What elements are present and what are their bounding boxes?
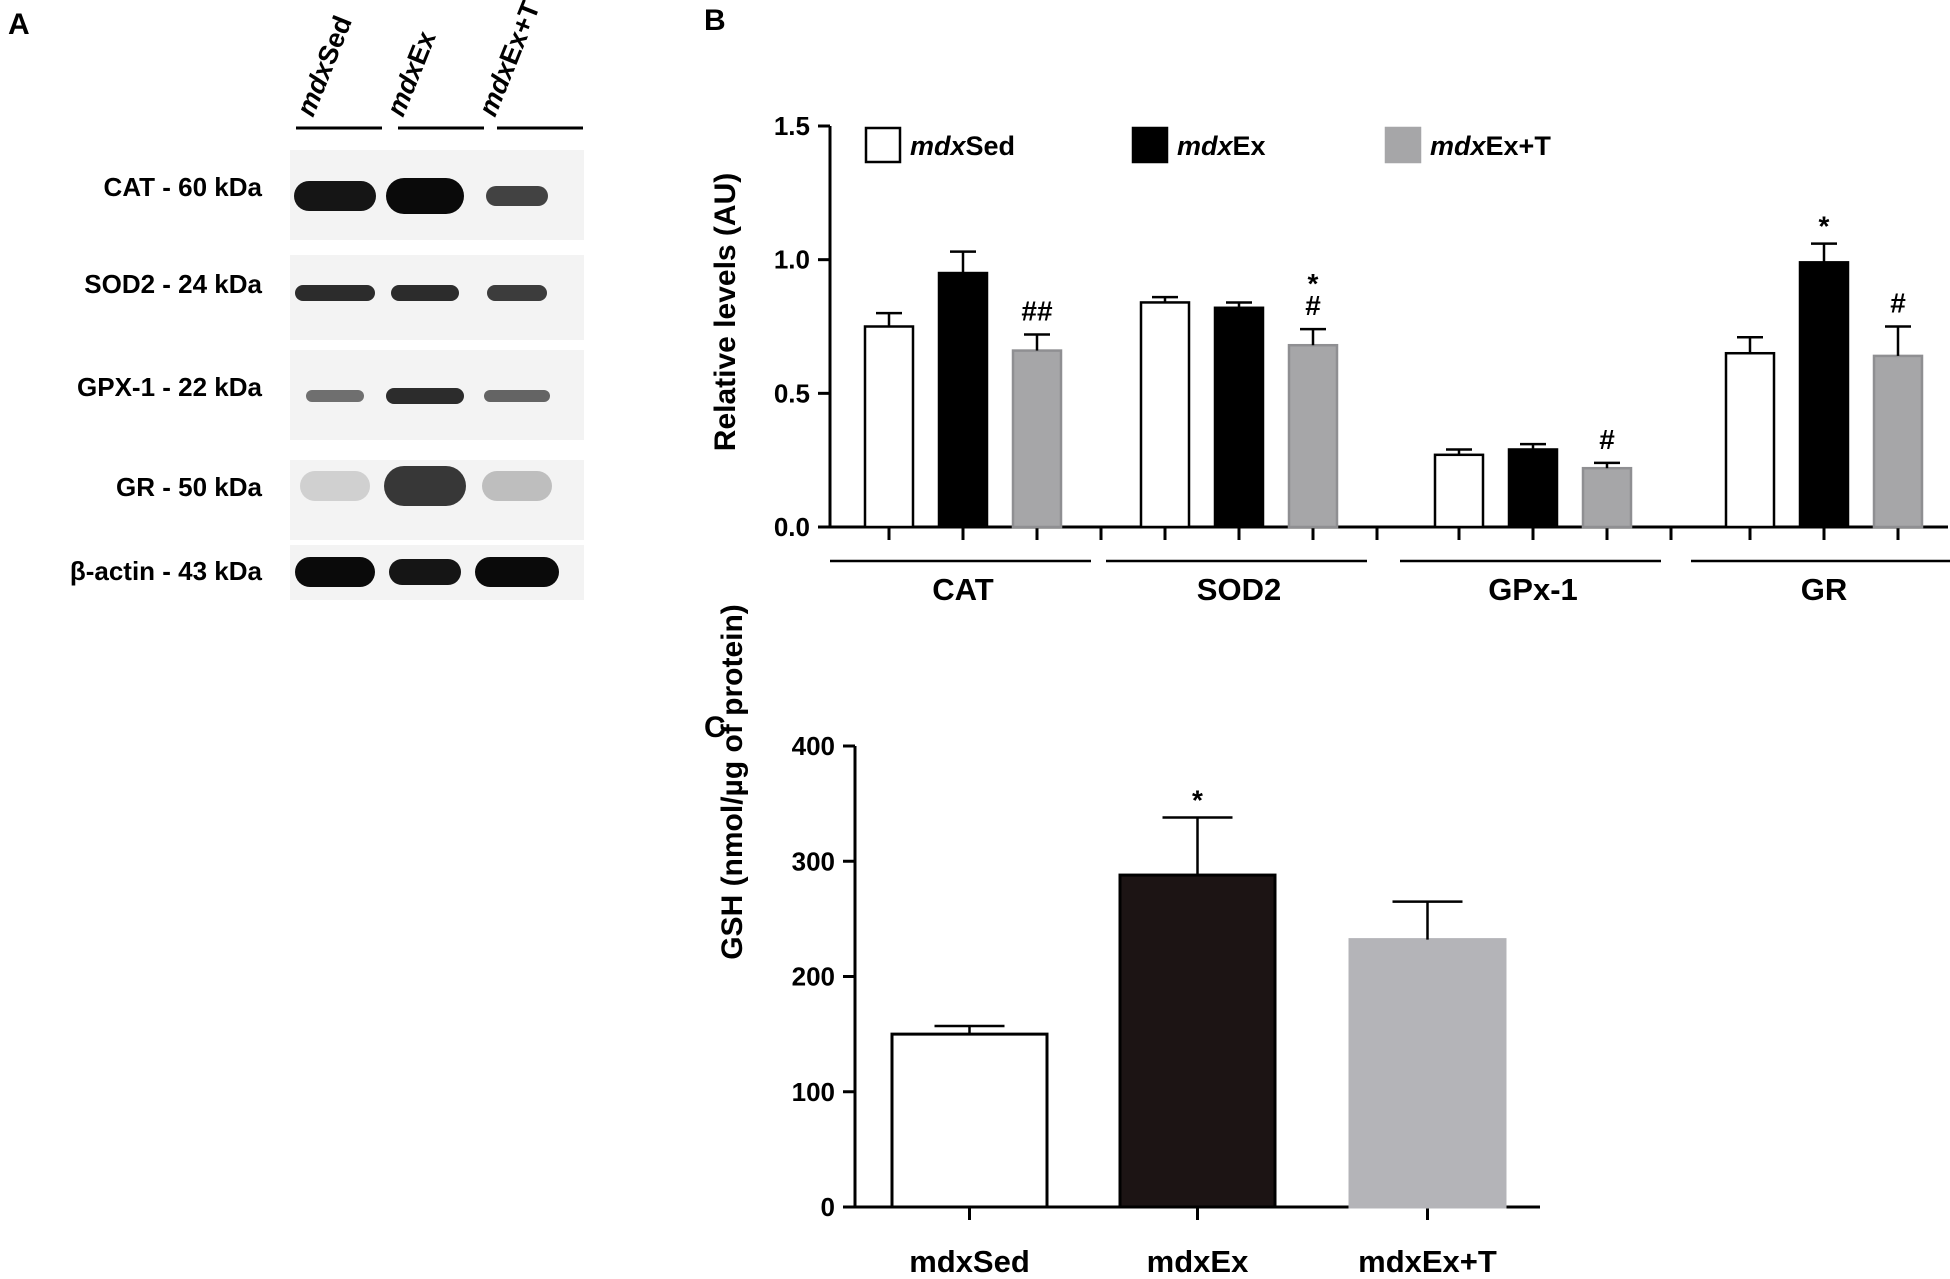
blot-band-r2-c1: [386, 388, 464, 404]
chart-b: Relative levels (AU) 0.00.51.01.5 ## #*#*…: [709, 111, 1950, 607]
lane-label-0: mdxSed: [291, 12, 358, 121]
blot-band-r0-c2: [486, 186, 548, 206]
blot-band-r1-c2: [487, 285, 547, 301]
chart-b-legend-label-0-plain-part: Sed: [966, 131, 1016, 161]
chart-c-bar-mdxSed: [890, 1032, 1049, 1209]
chart-b-annotation-GR-mdxEx-0: *: [1819, 211, 1830, 242]
chart-b-legend-label-2-italic-part: mdx: [1430, 131, 1487, 161]
chart-c-y-tick-label-1: 100: [792, 1077, 835, 1107]
chart-b-y-axis-label: Relative levels (AU): [709, 173, 742, 451]
panel-label-b: B: [704, 4, 726, 37]
lane-label-2-plain-part: Ex+T: [494, 0, 546, 69]
blot-band-r1-c0: [295, 285, 375, 301]
chart-b-legend-swatch-2: [1384, 126, 1422, 164]
chart-b-y-tick-label-0: 0.0: [774, 512, 810, 542]
chart-b-bar-CAT-mdxEx+T: [1011, 349, 1063, 529]
blot-band-r3-c0: [300, 471, 370, 501]
chart-b-legend-label-2: mdxEx+T: [1430, 131, 1551, 161]
chart-b-annotation-GPx-1-mdxEx+T-0: #: [1599, 424, 1615, 455]
chart-c-bar-mdxEx: [1118, 873, 1277, 1209]
blot-row-label-2: GPX-1 - 22 kDa: [77, 372, 263, 402]
chart-b-annotation-CAT-mdxEx+T-0: ##: [1021, 296, 1053, 327]
chart-c-y-axis-label: GSH (nmol/µg of protein): [716, 604, 749, 960]
blot-band-r2-c0: [306, 390, 364, 402]
blot-row-label-1: SOD2 - 24 kDa: [84, 269, 262, 299]
blot-rows: CAT - 60 kDa SOD2 - 24 kDa GPX-1 - 22 kDa G…: [70, 150, 584, 600]
chart-c-category-label-2: mdxEx+T: [1358, 1244, 1497, 1279]
chart-c-annotation-mdxEx: *: [1192, 784, 1203, 815]
chart-b-category-labels: CAT SOD2 GPx-1 GR: [830, 559, 1950, 607]
chart-b-bar-GR-mdxSed: [1724, 351, 1776, 529]
chart-b-legend-swatch-1: [1131, 126, 1169, 164]
chart-b-annotation-GR-mdxEx+T-0: #: [1890, 288, 1906, 319]
chart-b-bar-GR-mdxEx+T: [1872, 354, 1924, 529]
chart-b-legend-label-1-italic-part: mdx: [1177, 131, 1234, 161]
chart-c-category-labels: mdxSed mdxEx mdxEx+T: [909, 1244, 1497, 1279]
chart-b-y-tick-label-1: 0.5: [774, 378, 810, 408]
blot-row-label-4: β-actin - 43 kDa: [70, 556, 263, 586]
chart-c-category-label-0: mdxSed: [909, 1244, 1030, 1279]
chart-b-legend-label-0-italic-part: mdx: [910, 131, 967, 161]
chart-b-bar-SOD2-mdxEx+T: [1287, 343, 1339, 529]
blot-band-r3-c2: [482, 471, 552, 501]
blot-row-label-3: GR - 50 kDa: [116, 472, 262, 502]
chart-b-category-label-0: CAT: [932, 572, 993, 607]
chart-b-bar-CAT-mdxEx: [937, 271, 989, 529]
blot-band-r2-c2: [484, 390, 550, 402]
chart-b-category-label-2: GPx-1: [1488, 572, 1578, 607]
blot-band-r0-c0: [294, 181, 376, 211]
chart-c-category-label-1: mdxEx: [1147, 1244, 1249, 1279]
lane-label-0-plain-part: Sed: [312, 12, 358, 69]
blot-band-r4-c1: [389, 559, 461, 585]
chart-b-legend-label-1: mdxEx: [1177, 131, 1266, 161]
chart-c-bar-mdxEx+T: [1348, 938, 1507, 1209]
blot-band-r4-c2: [475, 557, 559, 587]
lane-label-2: mdxEx+T: [473, 0, 546, 120]
lane-labels: mdxSed mdxEx mdxEx+T: [291, 0, 583, 130]
chart-b-legend-label-0: mdxSed: [910, 131, 1015, 161]
western-blot-panel: mdxSed mdxEx mdxEx+T CAT - 60 kDa SOD2 - 24…: [70, 0, 584, 600]
chart-b-legend-label-2-plain-part: Ex+T: [1486, 131, 1552, 161]
lane-label-1: mdxEx: [381, 27, 442, 120]
chart-b-legend-swatch-0: [864, 126, 902, 164]
chart-b-annotation-SOD2-mdxEx+T-0: #: [1305, 290, 1321, 321]
panel-label-c: C: [704, 711, 726, 744]
blot-band-r0-c1: [386, 178, 464, 214]
chart-b-bar-GPx-1-mdxSed: [1433, 453, 1485, 529]
chart-b-bar-SOD2-mdxSed: [1139, 301, 1191, 529]
chart-b-y-tick-label-3: 1.5: [774, 111, 810, 141]
panel-label-a: A: [8, 8, 30, 41]
blot-row-label-0: CAT - 60 kDa: [104, 172, 263, 202]
chart-c-bars: *: [890, 784, 1507, 1209]
chart-b-legend: mdxSed mdxEx mdxEx+T: [864, 126, 1551, 164]
chart-b-bars: ## #*#*#: [863, 211, 1924, 529]
chart-b-bar-GPx-1-mdxEx: [1507, 448, 1559, 529]
chart-c-y-tick-label-4: 400: [792, 731, 835, 761]
chart-c-y-tick-label-2: 200: [792, 962, 835, 992]
chart-b-y-tick-label-2: 1.0: [774, 245, 810, 275]
chart-b-bar-CAT-mdxSed: [863, 325, 915, 529]
chart-b-bar-SOD2-mdxEx: [1213, 306, 1265, 529]
blot-band-r3-c1: [384, 466, 466, 506]
chart-b-annotation-SOD2-mdxEx+T-1: *: [1308, 268, 1319, 299]
chart-b-bar-GPx-1-mdxEx+T: [1581, 466, 1633, 529]
chart-b-category-label-1: SOD2: [1197, 572, 1281, 607]
chart-b-bar-GR-mdxEx: [1798, 261, 1850, 529]
chart-c-y-tick-label-3: 300: [792, 846, 835, 876]
chart-c: GSH (nmol/µg of protein) 0 100 200 300 400 *…: [716, 604, 1540, 1279]
chart-b-category-label-3: GR: [1801, 572, 1848, 607]
chart-b-legend-label-1-plain-part: Ex: [1233, 131, 1266, 161]
blot-band-r4-c0: [295, 557, 375, 587]
blot-band-r1-c1: [391, 285, 459, 301]
chart-c-y-tick-label-0: 0: [821, 1192, 835, 1222]
